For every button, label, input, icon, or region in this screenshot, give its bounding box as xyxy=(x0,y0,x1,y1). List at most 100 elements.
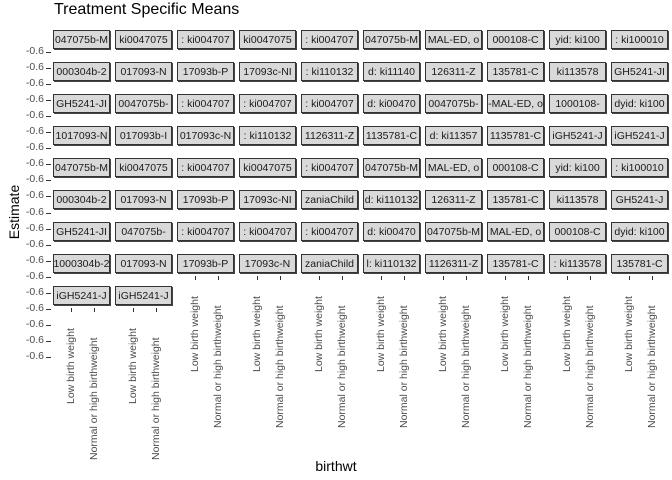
facet-strip: 17093c-N xyxy=(239,254,296,273)
facet-strip-label: d: ki11140 xyxy=(368,65,415,78)
facet-strip-box: d: ki00470 xyxy=(363,222,420,241)
facet-strip: ki113578 xyxy=(549,190,606,209)
x-tick-label: Normal or high birthweight xyxy=(150,337,162,460)
y-tick-label: -0.6 xyxy=(25,253,44,266)
facet-strip: 017093-N xyxy=(115,62,172,81)
facet-strip-label: d: ki11357 xyxy=(429,129,478,142)
facet-strip: : ki004707 xyxy=(177,30,234,49)
x-tick-label: Low birth weight xyxy=(65,327,77,404)
y-tick-label: -0.6 xyxy=(25,237,44,250)
facet-strip: 1000108- xyxy=(549,94,606,113)
x-tick-label: Low birth weight xyxy=(375,295,387,372)
x-tick-mark xyxy=(466,276,467,280)
facet-strip: 047075b- xyxy=(115,222,172,241)
facet-strip-box: MAL-ED, o xyxy=(425,30,482,49)
facet-strip-box: 17093c-NI xyxy=(239,190,296,209)
x-tick-mark xyxy=(257,276,258,280)
facet-strip: 000108-C xyxy=(487,158,544,177)
facet-strip-box: 1126311-Z xyxy=(301,126,358,145)
facet-strip-box: 047075b-M xyxy=(425,222,482,241)
facet-strip-box: iGH5241-J xyxy=(549,126,606,145)
y-tick-label: -0.6 xyxy=(25,317,44,330)
facet-strip-label: 000108-C xyxy=(554,225,601,238)
x-tick-mark xyxy=(404,276,405,280)
x-tick-label: Normal or high birthweight xyxy=(212,305,224,428)
facet-strip-label: 047075b-M xyxy=(364,161,419,174)
facet-strip-label: 1135781-C xyxy=(489,129,542,142)
y-tick-mark xyxy=(46,228,51,230)
facet-strip-label: 047075b-M xyxy=(54,161,109,174)
x-tick-label: Normal or high birthweight xyxy=(646,305,658,428)
x-tick-mark xyxy=(218,276,219,280)
facet-strip-label: -MAL-ED, o xyxy=(488,97,543,110)
facet-strip-label: d: ki00470 xyxy=(367,225,416,238)
y-tick-mark xyxy=(46,132,51,134)
facet-strip: 1135781-C xyxy=(363,126,420,145)
facet-strip-box: : ki004707 xyxy=(177,158,234,177)
facet-strip-box: d: ki00470 xyxy=(363,94,420,113)
facet-strip-label: GH5241-JI xyxy=(56,225,107,238)
facet-strip: : ki004707 xyxy=(239,94,296,113)
facet-strip-label: 000304b-2 xyxy=(56,193,107,206)
facet-strip-box: MAL-ED, o xyxy=(425,158,482,177)
facet-strip-label: 17093c-NI xyxy=(243,193,292,206)
x-tick-mark xyxy=(195,276,196,280)
facet-strip-box: : ki004707 xyxy=(301,30,358,49)
facet-strip-box: 1126311-Z xyxy=(425,254,482,273)
facet-strip-label: : ki100010 xyxy=(615,161,664,174)
facet-strip-box: 1135781-C xyxy=(363,126,420,145)
facet-strip: ki0047075 xyxy=(239,30,296,49)
x-tick-mark xyxy=(94,308,95,312)
facet-strip: : ki100010 xyxy=(611,30,668,49)
x-tick-mark xyxy=(567,276,568,280)
facet-strip: : ki110132 xyxy=(239,126,296,145)
facet-strip-box: 000304b-2 xyxy=(53,190,110,209)
facet-strip-label: 017093-N xyxy=(120,193,167,206)
facet-strip-box: 126311-Z xyxy=(425,190,482,209)
facet-strip-label: MAL-ED, o xyxy=(427,161,480,174)
facet-strip-box: : ki004707 xyxy=(177,222,234,241)
facet-strip: 1126311-Z xyxy=(301,126,358,145)
facet-strip-box: d: ki11140 xyxy=(363,62,420,81)
y-tick-mark xyxy=(46,356,51,358)
x-tick-label: Low birth weight xyxy=(623,295,635,372)
y-tick-label: -0.6 xyxy=(25,45,44,57)
facet-strip-label: iGH5241-J xyxy=(118,289,169,302)
facet-strip: 047075b-M xyxy=(53,158,110,177)
facet-strip: dyid: ki100 xyxy=(611,94,668,113)
facet-strip: : ki004707 xyxy=(301,94,358,113)
y-tick-mark xyxy=(46,308,51,310)
y-tick-mark xyxy=(46,260,51,262)
facet-strip-label: 1126311-Z xyxy=(304,129,355,142)
facet-strip-box: : ki004707 xyxy=(177,94,234,113)
facet-strip-label: iGH5241-J xyxy=(614,129,665,142)
facet-strip-box: 000108-C xyxy=(549,222,606,241)
facet-strip: 017093-N xyxy=(115,254,172,273)
facet-strip-box: 0047075b- xyxy=(425,94,482,113)
facet-strip: GH5241-JI xyxy=(53,222,110,241)
facet-strip-box: 126311-Z xyxy=(425,62,482,81)
facet-strip-box: 017093-N xyxy=(115,190,172,209)
facet-strip-box: 135781-C xyxy=(611,254,668,273)
facet-strip-label: dyid: ki100 xyxy=(614,225,665,238)
facet-strip: : ki004707 xyxy=(239,222,296,241)
facet-strip-label: yid: ki100 xyxy=(555,161,600,174)
y-tick-label: -0.6 xyxy=(25,189,44,202)
x-tick-mark xyxy=(443,276,444,280)
x-tick-mark xyxy=(629,276,630,280)
facet-strip: d: ki110132 xyxy=(363,190,420,209)
facet-strip-label: : ki004707 xyxy=(243,97,292,110)
y-tick-mark xyxy=(46,244,51,246)
facet-strip: 135781-C xyxy=(487,62,544,81)
facet-strip-label: 000108-C xyxy=(492,161,539,174)
facet-strip-label: 17093b-P xyxy=(182,193,229,206)
facet-strip-box: dyid: ki100 xyxy=(611,222,668,241)
facet-strip: 047075b-M xyxy=(425,222,482,241)
y-tick-label: -0.6 xyxy=(25,61,44,74)
facet-strip-label: 017093-N xyxy=(120,257,167,270)
facet-strip-label: ki0047075 xyxy=(243,33,292,46)
facet-strip-box: 000108-C xyxy=(487,158,544,177)
y-tick-mark xyxy=(46,68,51,70)
facet-strip-label: MAL-ED, o xyxy=(427,33,480,46)
facet-strip: 017093c-N xyxy=(177,126,234,145)
